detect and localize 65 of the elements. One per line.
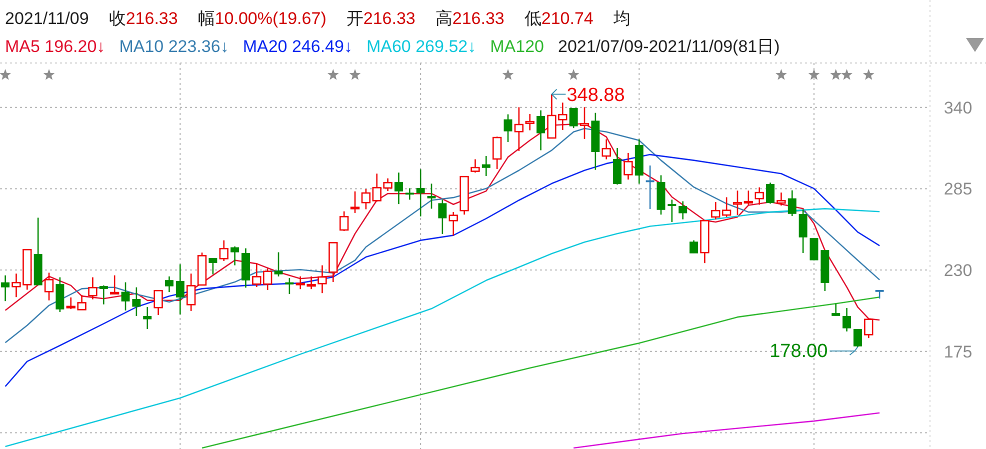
- candlestick: [143, 306, 152, 330]
- candlestick: [482, 155, 490, 177]
- line-series: [572, 412, 880, 449]
- candlestick: [176, 264, 184, 316]
- candlestick: [504, 114, 512, 143]
- candlestick: [427, 183, 436, 210]
- candlestick: [1, 274, 10, 302]
- candlestick: [121, 282, 130, 312]
- candlestick: [668, 199, 676, 223]
- candlestick: [438, 199, 447, 235]
- text: 收216.33: [108, 9, 178, 28]
- chart-title: 2021/11/09: [5, 9, 89, 28]
- line-series: [4, 154, 880, 388]
- candlestick: [732, 190, 742, 216]
- text: 低210.74: [524, 9, 594, 28]
- candlestick: [602, 138, 611, 160]
- line-series: [201, 296, 880, 449]
- candlestick: [810, 238, 818, 261]
- text: 开216.33: [346, 9, 416, 28]
- text: MA20 246.49↓: [242, 37, 352, 56]
- y-tick-label: 340: [944, 98, 972, 118]
- chart-subtitle: 2021/07/09-2021/11/09(81日): [558, 37, 780, 56]
- text: MA10 223.36↓: [119, 37, 229, 56]
- y-tick-label: 230: [944, 261, 972, 280]
- candlestick: [842, 307, 852, 332]
- candlestick: [536, 110, 546, 151]
- candlestick: [285, 277, 294, 295]
- candlestick: [788, 190, 796, 217]
- candlestick: [832, 302, 840, 316]
- candlestick: [711, 201, 720, 220]
- candlestick: [525, 113, 534, 131]
- y-tick-label: 285: [944, 180, 972, 199]
- candlestick: [208, 258, 218, 275]
- candlestick: [690, 240, 698, 254]
- text: 高216.33: [435, 9, 504, 28]
- candlestick: [99, 284, 108, 306]
- candlestick: [416, 168, 425, 218]
- annotation: 178.00: [770, 340, 828, 362]
- text: MA5 196.20↓: [5, 37, 106, 56]
- candlestick: [798, 208, 808, 254]
- candlestick: [766, 182, 775, 204]
- candlestick: [164, 276, 174, 293]
- candlestick: [678, 200, 688, 220]
- candlestick: [853, 328, 862, 348]
- text: MA120: [490, 37, 544, 56]
- candlestick: [580, 106, 590, 140]
- text: 幅10.00%(19.67): [198, 9, 326, 28]
- line-series: [4, 208, 880, 448]
- annotation: 348.88: [566, 85, 625, 106]
- text: MA60 269.52↓: [366, 37, 476, 56]
- candlestick: [776, 192, 786, 206]
- y-tick-label: 175: [944, 342, 972, 362]
- candlestick: [514, 106, 524, 152]
- candlestick: [132, 286, 141, 317]
- candlestick: [274, 252, 283, 278]
- candlestick: [569, 108, 578, 129]
- candlestick: [230, 246, 240, 266]
- candlestick: [646, 164, 654, 210]
- text: 均: [612, 9, 630, 28]
- candlestick: [405, 188, 414, 200]
- candlestick: [394, 172, 403, 205]
- candlestick: [252, 262, 262, 288]
- candlestick: [754, 186, 764, 206]
- candlestick: [624, 152, 633, 180]
- candlestick: [88, 276, 98, 300]
